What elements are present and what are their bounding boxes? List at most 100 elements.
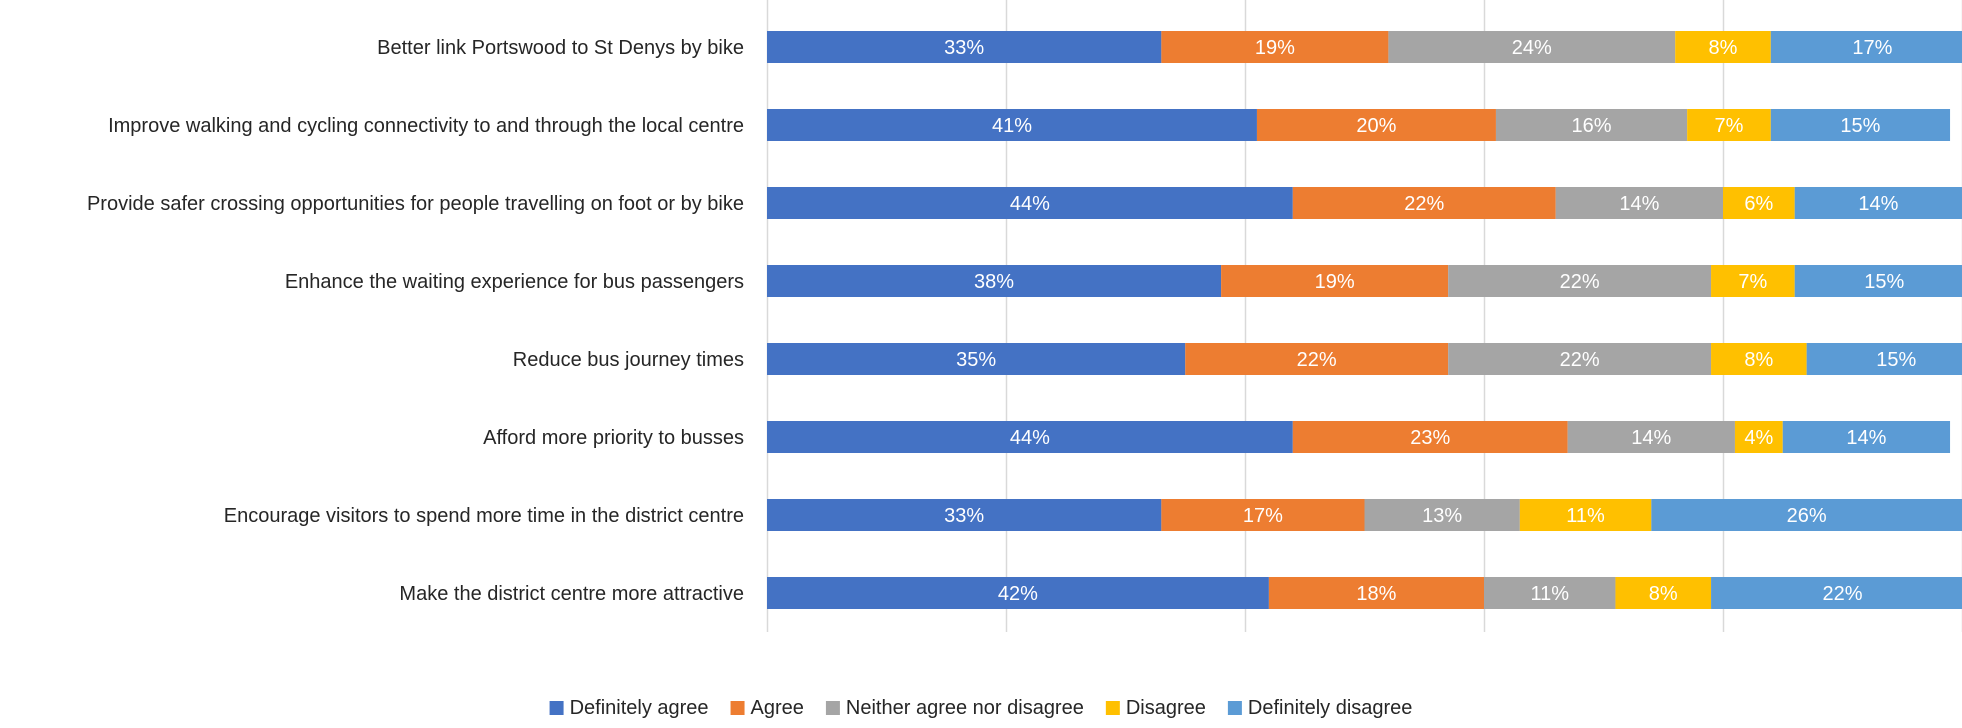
bar-value-label: 11% <box>1566 505 1605 527</box>
bar-segment <box>1448 343 1712 375</box>
category-label: Make the district centre more attractive <box>399 583 744 605</box>
bar-segment <box>1268 577 1484 609</box>
bar-segment <box>1161 499 1365 531</box>
bar-value-label: 33% <box>944 505 984 527</box>
bar-segment <box>1221 265 1449 297</box>
bar-value-label: 8% <box>1709 37 1738 59</box>
bar-value-label: 38% <box>974 271 1014 293</box>
bar-value-label: 22% <box>1560 349 1600 371</box>
bar-value-label: 22% <box>1822 583 1862 605</box>
bar-segment <box>1256 109 1496 141</box>
bar-segment <box>767 421 1293 453</box>
bar-segment <box>1770 109 1951 141</box>
legend-swatch <box>549 701 564 715</box>
category-labels: Better link Portswood to St Denys by bik… <box>87 37 744 605</box>
legend-swatch <box>730 701 745 715</box>
bar-segment <box>1770 31 1962 63</box>
bar-segment <box>1185 343 1449 375</box>
bar-segment <box>767 577 1269 609</box>
bar-value-label: 7% <box>1738 271 1767 293</box>
bar-value-label: 33% <box>944 37 984 59</box>
bar-segment <box>1687 109 1771 141</box>
bar-segment <box>1651 499 1962 531</box>
bar-row: 33% 17% 13% 11% 26% <box>767 499 1962 531</box>
bar-value-label: 8% <box>1649 583 1678 605</box>
bar-value-label: 15% <box>1876 349 1916 371</box>
bar-segment <box>1567 421 1735 453</box>
bar-segment <box>1388 31 1676 63</box>
bar-row: 38% 19% 22% 7% 15% <box>767 265 1962 297</box>
bar-segment <box>1806 343 1962 375</box>
legend-item: Definitely disagree <box>1227 697 1413 719</box>
bar-row: 41% 20% 16% 7% 15% <box>767 109 1951 141</box>
bar-value-label: 15% <box>1840 115 1880 137</box>
gridlines <box>766 0 1962 632</box>
bar-value-label: 18% <box>1356 583 1396 605</box>
category-label: Enhance the waiting experience for bus p… <box>285 271 744 293</box>
bar-segment <box>1711 265 1795 297</box>
bar-value-label: 22% <box>1297 349 1337 371</box>
legend-item: Agree <box>730 697 804 719</box>
bar-segment <box>1711 577 1962 609</box>
bar-row: 44% 22% 14% 6% 14% <box>767 187 1962 219</box>
bar-value-label: 35% <box>956 349 996 371</box>
bar-segment <box>1448 265 1712 297</box>
bar-value-label: 16% <box>1572 115 1612 137</box>
bar-value-label: 41% <box>992 115 1032 137</box>
bar-value-label: 23% <box>1410 427 1450 449</box>
category-label: Afford more priority to busses <box>483 427 744 449</box>
category-label: Encourage visitors to spend more time in… <box>224 505 744 527</box>
bar-value-label: 11% <box>1530 583 1569 605</box>
legend-swatch <box>1227 701 1242 715</box>
bar-value-label: 17% <box>1243 505 1283 527</box>
bar-value-label: 14% <box>1619 193 1659 215</box>
bar-segment <box>1292 187 1556 219</box>
legend-label: Definitely disagree <box>1248 697 1413 719</box>
bar-value-label: 26% <box>1787 505 1827 527</box>
bar-value-label: 44% <box>1010 193 1050 215</box>
bar-segment <box>767 187 1293 219</box>
bar-value-label: 20% <box>1356 115 1396 137</box>
bar-row: 44% 23% 14% 4% 14% <box>767 421 1951 453</box>
category-label: Reduce bus journey times <box>513 349 744 371</box>
legend-label: Definitely agree <box>570 697 709 719</box>
bar-value-label: 7% <box>1715 115 1744 137</box>
bar-value-label: 22% <box>1560 271 1600 293</box>
bar-value-label: 4% <box>1744 427 1773 449</box>
bar-segment <box>1161 31 1389 63</box>
bar-segment <box>1734 421 1783 453</box>
bar-segment <box>1364 499 1520 531</box>
bar-segment <box>1555 187 1723 219</box>
bar-value-label: 6% <box>1744 193 1773 215</box>
bars: 33% 19% 24% 8% 17% 41% 20% 16% 7% 15% 44% 22% 14% 6% 1… <box>767 31 1962 609</box>
bar-value-label: 19% <box>1315 271 1355 293</box>
bar-value-label: 14% <box>1846 427 1886 449</box>
bar-value-label: 15% <box>1864 271 1904 293</box>
legend-item: Definitely agree <box>549 697 709 719</box>
bar-segment <box>767 499 1162 531</box>
bar-segment <box>1675 31 1771 63</box>
legend-label: Neither agree nor disagree <box>846 697 1084 719</box>
bar-value-label: 22% <box>1404 193 1444 215</box>
bar-value-label: 13% <box>1422 505 1462 527</box>
bar-row: 42% 18% 11% 8% 22% <box>767 577 1962 609</box>
bar-segment <box>1484 577 1616 609</box>
bar-segment <box>1794 187 1962 219</box>
legend-swatch <box>825 701 840 715</box>
legend-item: Disagree <box>1105 697 1206 719</box>
bar-row: 35% 22% 22% 8% 15% <box>767 343 1962 375</box>
legend: Definitely agree Agree Neither agree nor d… <box>549 697 1413 719</box>
bar-value-label: 14% <box>1858 193 1898 215</box>
bar-value-label: 42% <box>998 583 1038 605</box>
bar-value-label: 44% <box>1010 427 1050 449</box>
bar-segment <box>1723 187 1795 219</box>
bar-segment <box>1794 265 1962 297</box>
bar-value-label: 8% <box>1744 349 1773 371</box>
bar-value-label: 19% <box>1255 37 1295 59</box>
bar-segment <box>1711 343 1807 375</box>
bar-segment <box>1495 109 1688 141</box>
legend-label: Agree <box>751 697 804 719</box>
bar-segment <box>1615 577 1712 609</box>
legend-item: Neither agree nor disagree <box>825 697 1084 719</box>
